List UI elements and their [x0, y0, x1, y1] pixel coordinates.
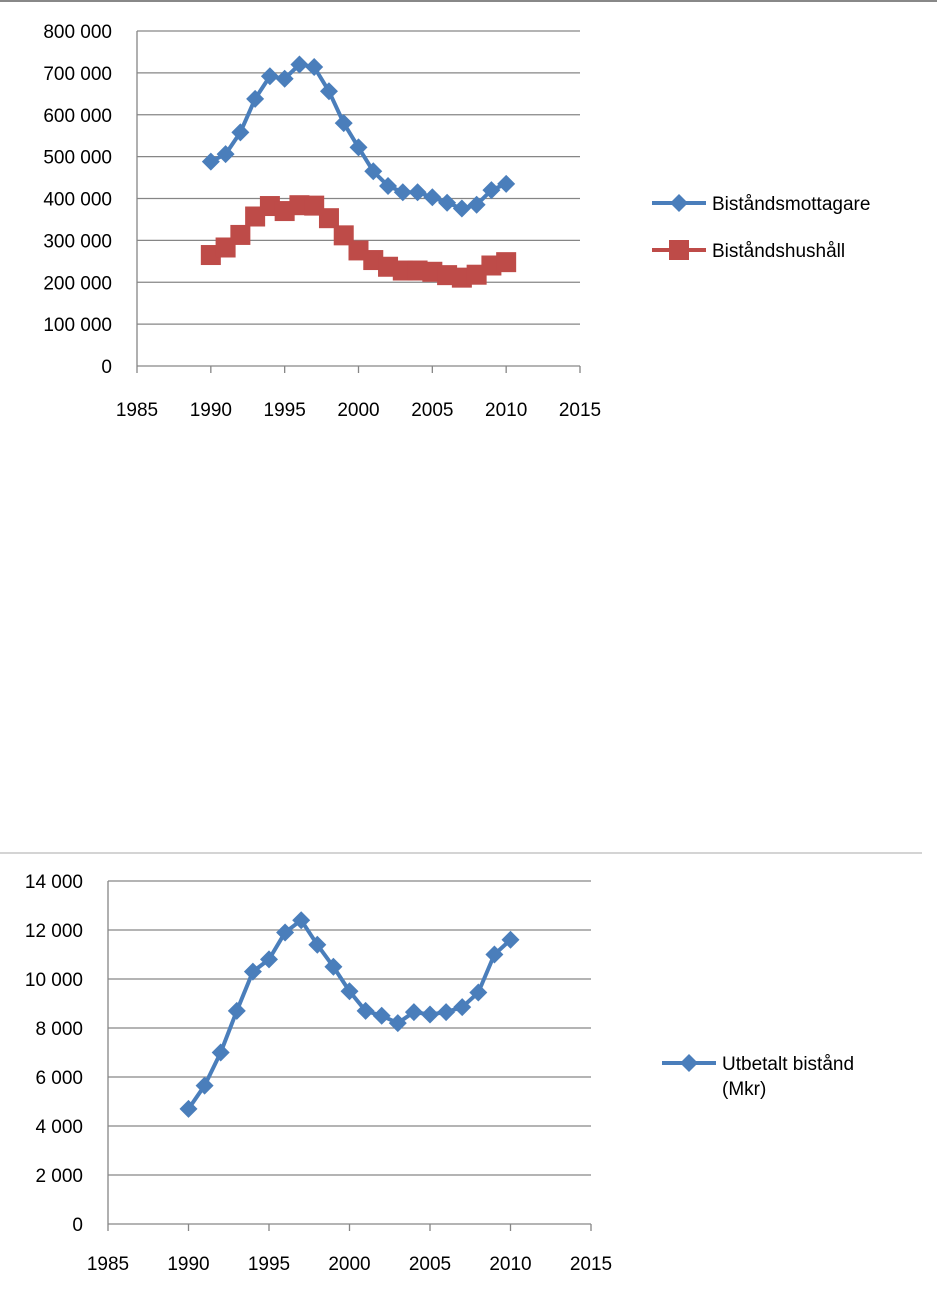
- data-point: [231, 123, 250, 142]
- x-tick-label: 2010: [485, 400, 527, 421]
- y-tick-label: 12 000: [25, 921, 83, 942]
- y-tick-label: 400 000: [43, 190, 112, 211]
- x-tick-label: 2015: [559, 400, 601, 421]
- data-point: [388, 1014, 407, 1033]
- legend-label: Biståndsmottagare: [712, 194, 870, 215]
- data-point: [356, 1001, 375, 1020]
- legend-marker: [670, 194, 688, 212]
- x-tick-label: 2015: [570, 1254, 612, 1275]
- data-point: [496, 252, 517, 273]
- data-point: [211, 1043, 230, 1062]
- x-tick-label: 1990: [167, 1254, 209, 1275]
- legend-label: Biståndshushåll: [712, 241, 845, 262]
- data-point: [319, 82, 338, 101]
- data-point: [423, 188, 442, 207]
- y-tick-label: 800 000: [43, 22, 112, 43]
- y-tick-label: 14 000: [25, 872, 83, 893]
- data-point: [393, 183, 412, 202]
- data-point: [324, 957, 343, 976]
- data-point: [292, 911, 311, 930]
- data-point: [421, 1005, 439, 1024]
- data-point: [276, 923, 295, 942]
- data-point: [349, 138, 368, 157]
- data-point: [230, 224, 251, 245]
- y-tick-label: 4 000: [35, 1117, 83, 1138]
- data-point: [227, 1001, 246, 1020]
- y-tick-label: 2 000: [35, 1166, 83, 1187]
- y-tick-label: 0: [72, 1215, 83, 1236]
- x-tick-label: 1990: [190, 400, 232, 421]
- series-line-0: [209, 62, 507, 211]
- data-point: [408, 183, 427, 202]
- x-tick-label: 2005: [411, 400, 453, 421]
- data-point: [260, 67, 279, 86]
- data-point: [438, 193, 457, 212]
- data-point: [275, 69, 294, 88]
- data-point: [216, 145, 235, 164]
- data-point: [290, 55, 309, 74]
- data-point: [195, 1076, 214, 1095]
- data-point: [453, 998, 472, 1017]
- data-point: [340, 982, 359, 1001]
- y-tick-label: 600 000: [43, 106, 112, 127]
- data-point: [452, 199, 471, 218]
- x-tick-label: 2000: [328, 1254, 370, 1275]
- legend-label: Utbetalt bistånd: [722, 1054, 854, 1075]
- legend-label-line2: (Mkr): [722, 1079, 766, 1100]
- data-point: [404, 1003, 423, 1022]
- data-point: [260, 950, 278, 969]
- data-point: [437, 1003, 456, 1022]
- x-tick-label: 2000: [337, 400, 379, 421]
- data-point: [334, 114, 353, 133]
- legend-marker: [680, 1054, 698, 1072]
- data-point: [485, 945, 504, 964]
- data-point: [501, 930, 520, 949]
- data-point: [305, 58, 324, 77]
- data-point: [246, 89, 265, 108]
- data-point: [372, 1006, 391, 1025]
- x-tick-label: 1985: [87, 1254, 129, 1275]
- y-tick-label: 6 000: [35, 1068, 83, 1089]
- data-point: [201, 152, 220, 171]
- data-point: [379, 176, 398, 195]
- data-point: [308, 935, 327, 954]
- x-tick-label: 1995: [248, 1254, 290, 1275]
- chart-recipients-households: 0 100 000 200 000 300 000 400 000 500 000 600 …: [43, 22, 870, 421]
- x-tick-label: 1985: [116, 400, 158, 421]
- data-point: [179, 1099, 198, 1118]
- data-point: [469, 983, 488, 1002]
- y-tick-label: 10 000: [25, 970, 83, 991]
- y-tick-label: 500 000: [43, 148, 112, 169]
- data-point: [497, 174, 516, 193]
- data-point: [467, 195, 486, 214]
- data-point: [482, 181, 501, 200]
- x-tick-label: 2010: [489, 1254, 531, 1275]
- x-tick-label: 1995: [264, 400, 306, 421]
- y-tick-label: 0: [101, 357, 112, 378]
- legend-marker: [669, 240, 689, 260]
- y-tick-label: 8 000: [35, 1019, 83, 1040]
- data-point: [333, 225, 354, 246]
- y-tick-label: 100 000: [43, 315, 112, 336]
- data-point: [318, 208, 339, 229]
- y-tick-label: 200 000: [43, 273, 112, 294]
- y-tick-label: 700 000: [43, 64, 112, 85]
- chart-paid-assistance: 0 2 000 4 000 6 000 8 000 10 000 12 000 14 000 1…: [25, 872, 854, 1275]
- y-tick-label: 300 000: [43, 231, 112, 252]
- x-tick-label: 2005: [409, 1254, 451, 1275]
- data-point: [364, 162, 383, 181]
- data-point: [243, 962, 262, 981]
